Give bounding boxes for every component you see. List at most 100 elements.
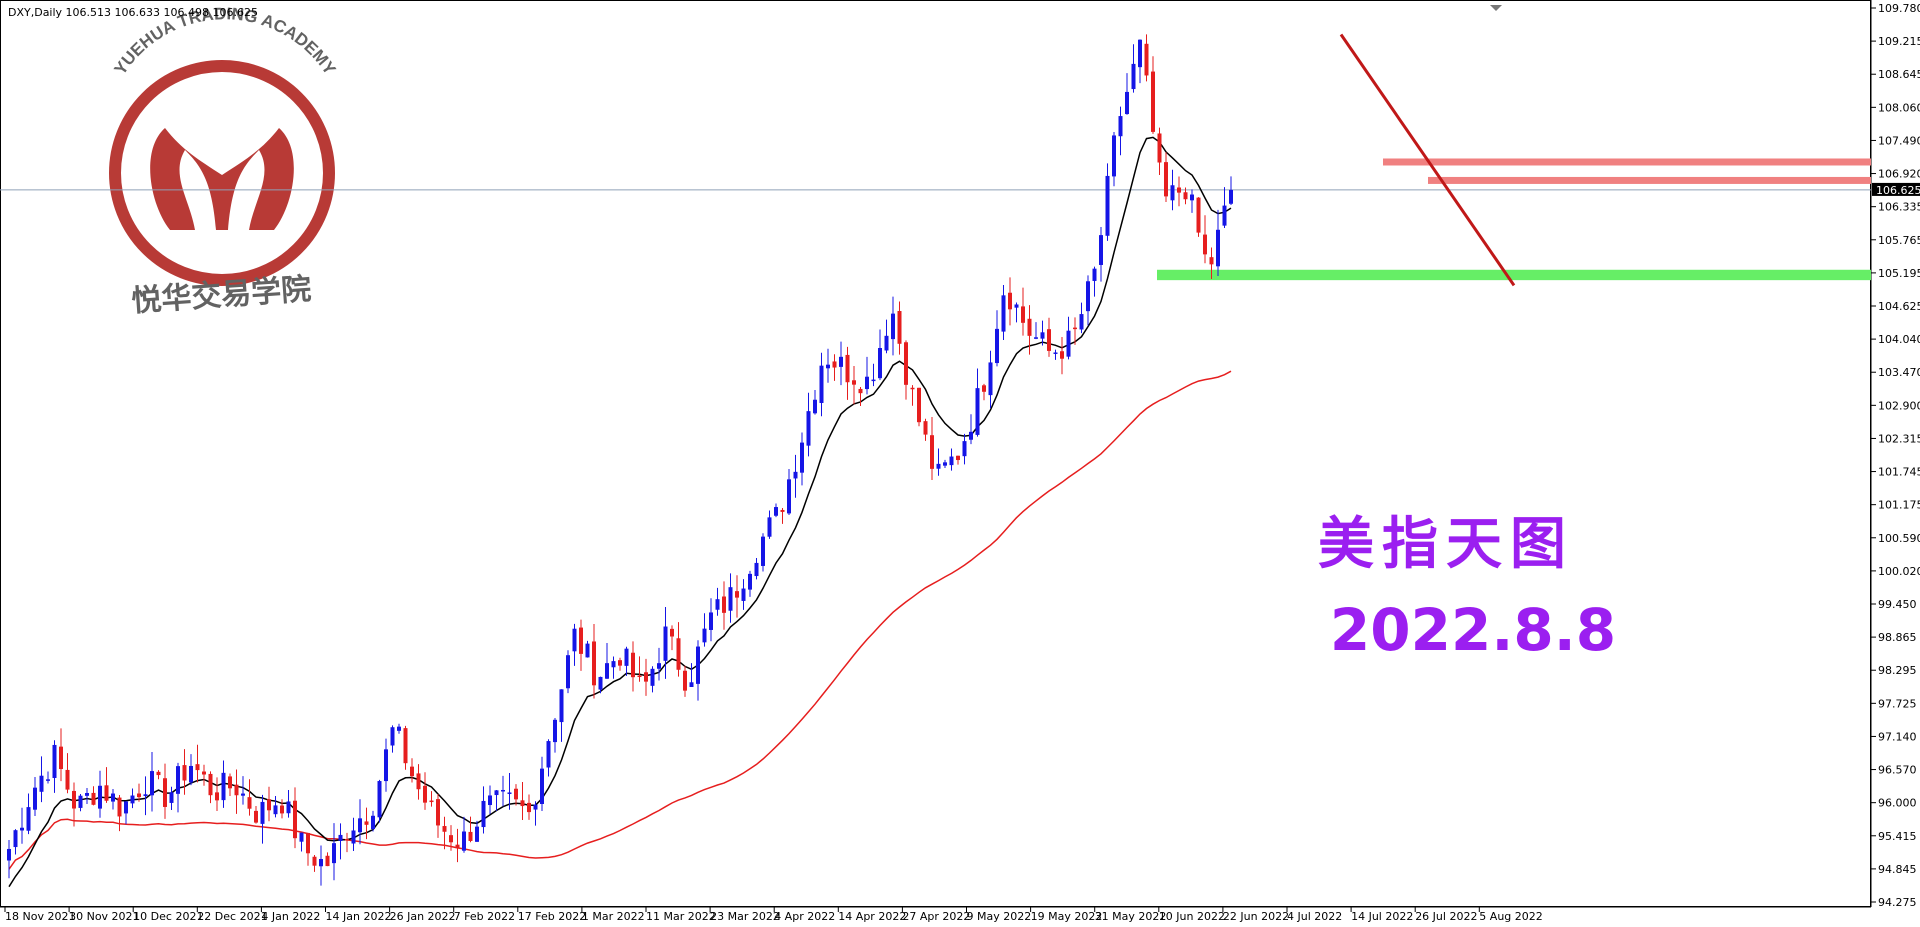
candle [546,739,551,777]
candle [572,623,577,666]
candle-body [754,562,759,577]
candle [728,573,733,623]
candle [930,417,934,481]
candle [1034,322,1038,340]
candle [104,767,109,803]
candle-body [1047,329,1051,351]
candle [488,785,492,814]
candle [787,469,791,515]
candle [182,749,187,795]
candle-body [611,661,616,668]
candle [163,763,167,819]
candle-body [767,517,772,537]
candle [390,725,395,753]
candle-body [1131,63,1136,90]
time-tick-label: 14 Jul 2022 [1351,910,1413,923]
candle-body [1066,330,1071,357]
candle-body [884,335,889,351]
candle-body [1196,197,1201,233]
candle [910,385,915,406]
candle-body [969,431,973,440]
time-tick-label: 22 Jun 2022 [1223,910,1289,923]
candle [852,366,856,405]
candle [169,786,174,811]
candle-body [1079,314,1084,330]
candle [26,793,31,835]
candle [351,817,356,851]
time-tick-label: 4 Jan 2022 [261,910,320,923]
time-tick-label: 1 Mar 2022 [582,910,645,923]
candle-body [1138,39,1142,68]
candle-body [449,835,453,843]
candle [696,640,700,701]
price-tick-label: 94.845 [1878,863,1917,876]
candle-body [709,612,713,630]
shift-marker-icon[interactable] [1490,5,1502,11]
candle-body [930,435,934,469]
price-tick-label: 101.745 [1878,466,1920,479]
candle-body [527,802,531,813]
candle-body [663,626,668,661]
candle [884,319,889,354]
time-tick-label: 10 Dec 2021 [133,910,203,923]
candle [1040,320,1045,346]
candle-body [1209,257,1214,265]
price-tick-label: 97.140 [1878,730,1917,743]
price-tick-label: 105.195 [1878,267,1920,280]
candle [1060,336,1064,375]
candle-body [891,313,895,340]
candle-body [150,771,154,796]
zone-layer [1157,158,1871,281]
candle [286,789,291,818]
candle [585,640,590,658]
candle [117,795,122,832]
candle [683,665,687,697]
candle-body [332,843,336,864]
candle [1131,44,1136,93]
candle [644,658,648,696]
candle-body [1105,175,1110,236]
candle-body [1001,295,1006,332]
candle [247,779,252,816]
candle-body [722,596,726,613]
candle [306,832,310,866]
candle-body [403,728,408,764]
candle [1092,266,1097,297]
candle-body [852,380,856,385]
time-tick-label: 14 Apr 2022 [838,910,906,923]
candle-body [735,591,739,598]
resistance-zone[interactable] [1428,176,1871,184]
candle-body [247,797,252,809]
candles-layer [7,34,1233,886]
candle-body [1014,304,1019,308]
candle-body [351,830,356,844]
price-tick-label: 109.215 [1878,35,1920,48]
candle-body [20,827,24,831]
candle-body [683,670,687,691]
candle-body [52,744,57,778]
price-tick-label: 95.415 [1878,830,1917,843]
candle-body [202,771,206,775]
candle [1118,106,1123,156]
candle [1125,73,1129,115]
candle [1216,209,1220,276]
candle [436,793,440,838]
candle-body [182,765,187,781]
candle-body [618,660,622,666]
logo-emblem-shape [150,128,294,230]
candle [130,788,135,809]
candle-body [702,628,707,643]
candle-body [384,749,388,782]
price-tick-label: 99.450 [1878,598,1917,611]
candle-body [520,800,525,807]
downtrend-line[interactable] [1339,33,1516,287]
candle-body [897,311,902,344]
support-zone[interactable] [1157,269,1871,281]
candle [949,448,954,471]
candle [358,799,362,845]
candle-body [956,455,960,461]
candle-body [624,648,629,666]
resistance-zone[interactable] [1383,158,1871,166]
